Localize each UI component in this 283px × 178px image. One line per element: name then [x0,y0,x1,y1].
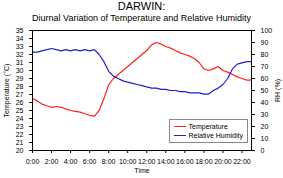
svg-text:32: 32 [16,51,24,58]
svg-text:30: 30 [261,111,269,118]
svg-text:Temperature (°C): Temperature (°C) [3,64,11,118]
html-text:DARWIN:: DARWIN: [117,0,166,12]
svg-text:12:00: 12:00 [138,158,156,165]
svg-text:27: 27 [16,91,24,98]
svg-text:33: 33 [16,43,24,50]
svg-text:0:00: 0:00 [26,158,40,165]
svg-text:RH (%): RH (%) [274,79,282,102]
svg-text:20:00: 20:00 [214,158,232,165]
svg-text:40: 40 [261,99,269,106]
svg-text:18:00: 18:00 [195,158,213,165]
svg-text:25: 25 [16,107,24,114]
svg-text:6:00: 6:00 [83,158,97,165]
svg-text:22: 22 [16,131,24,138]
html-text:Relative Humidity: Relative Humidity [188,132,243,139]
svg-text:21: 21 [16,139,24,146]
svg-text:70: 70 [261,63,269,70]
svg-text:30: 30 [16,67,24,74]
svg-text:60: 60 [261,75,269,82]
svg-text:8:00: 8:00 [102,158,116,165]
svg-text:16:00: 16:00 [176,158,194,165]
svg-text:10: 10 [261,135,269,142]
svg-text:31: 31 [16,59,24,66]
svg-text:0: 0 [261,147,265,154]
svg-text:4:00: 4:00 [64,158,78,165]
svg-text:50: 50 [261,87,269,94]
svg-text:23: 23 [16,123,24,130]
svg-text:28: 28 [16,83,24,90]
html-text:Temperature: Temperature [188,123,228,130]
svg-text:20: 20 [261,123,269,130]
svg-text:26: 26 [16,99,24,106]
svg-text:2:00: 2:00 [45,158,59,165]
svg-text:20: 20 [16,147,24,154]
html-text:Diurnal Variation of Temperatu: Diurnal Variation of Temperature and Rel… [32,13,251,23]
svg-text:34: 34 [16,35,24,42]
svg-text:80: 80 [261,51,269,58]
svg-text:22:00: 22:00 [233,158,251,165]
svg-text:100: 100 [261,27,273,34]
svg-text:29: 29 [16,75,24,82]
svg-text:24: 24 [16,115,24,122]
svg-text:Time: Time [134,167,149,174]
svg-text:90: 90 [261,39,269,46]
svg-text:10:00: 10:00 [119,158,137,165]
svg-text:14:00: 14:00 [157,158,175,165]
svg-text:35: 35 [16,27,24,34]
